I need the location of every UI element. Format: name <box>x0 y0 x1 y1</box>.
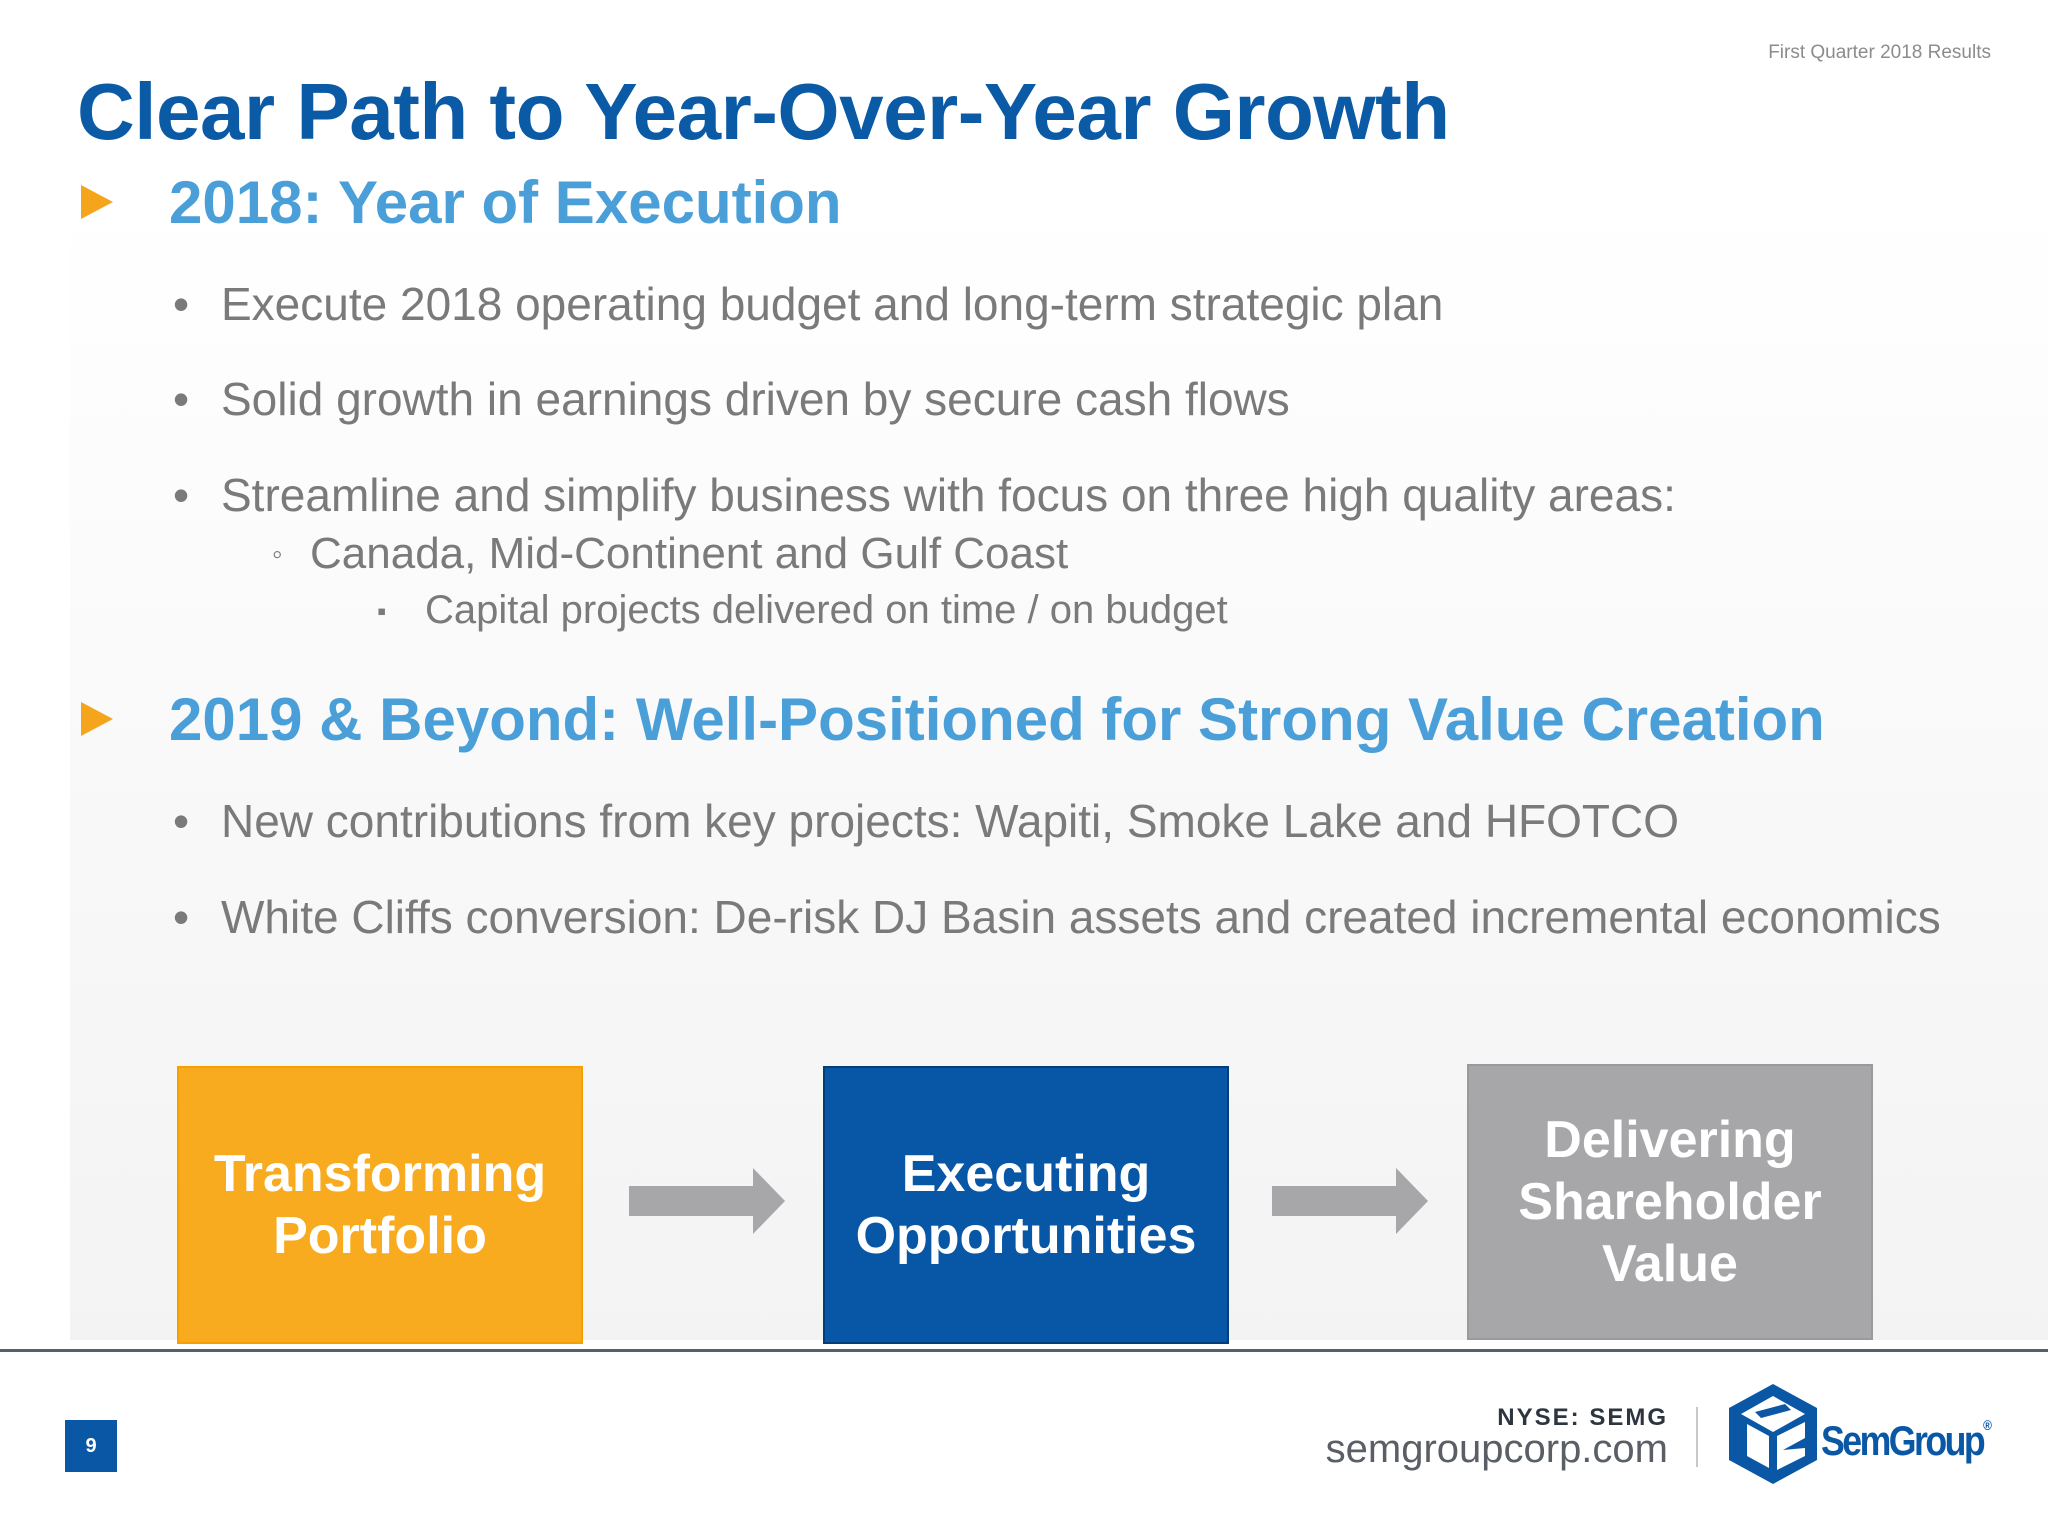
bullet-dot-icon: • <box>173 373 190 425</box>
bullet-text: Solid growth in earnings driven by secur… <box>221 373 1290 425</box>
flow-box-line: Executing <box>901 1145 1151 1203</box>
registered-mark: ® <box>1983 1417 1992 1433</box>
bullet-dot-icon: • <box>173 278 190 330</box>
right-arrow-icon <box>1272 1168 1428 1234</box>
sub-sub-bullet-text: Capital projects delivered on time / on … <box>425 588 1228 632</box>
bullet-item: • Solid growth in earnings driven by sec… <box>173 372 1290 426</box>
flow-box-line: Portfolio <box>273 1207 487 1265</box>
sub-bullet-text: Canada, Mid-Continent and Gulf Coast <box>310 529 1069 578</box>
page-title: Clear Path to Year-Over-Year Growth <box>77 67 1450 156</box>
right-arrow-icon <box>629 1168 785 1234</box>
flow-box-line: Delivering <box>1544 1111 1796 1169</box>
bullet-text: Streamline and simplify business with fo… <box>221 469 1676 521</box>
section-title-2019: 2019 & Beyond: Well-Positioned for Stron… <box>169 686 1825 753</box>
triangle-bullet-icon <box>81 702 113 736</box>
flow-box-line: Transforming <box>213 1145 547 1203</box>
flow-box-line: Opportunities <box>855 1207 1197 1265</box>
stock-ticker: NYSE: SEMG <box>1497 1404 1668 1431</box>
flow-box-transforming-portfolio: Transforming Portfolio <box>177 1066 583 1344</box>
square-bullet-icon: ▪ <box>377 596 387 626</box>
flow-box-line: Shareholder <box>1518 1173 1822 1231</box>
footer-divider <box>0 1349 2048 1352</box>
page-number: 9 <box>65 1420 117 1472</box>
sub-bullet-item: ◦ Canada, Mid-Continent and Gulf Coast <box>272 529 1069 579</box>
bullet-item: • Streamline and simplify business with … <box>173 468 1676 522</box>
report-label: First Quarter 2018 Results <box>1768 42 1991 63</box>
bullet-item: • Execute 2018 operating budget and long… <box>173 277 1444 331</box>
bullet-dot-icon: • <box>173 891 190 943</box>
footer-separator <box>1696 1407 1698 1467</box>
sub-sub-bullet-item: ▪ Capital projects delivered on time / o… <box>377 588 1228 633</box>
triangle-bullet-icon <box>81 185 113 219</box>
bullet-dot-icon: • <box>173 795 190 847</box>
hollow-bullet-icon: ◦ <box>272 538 283 571</box>
bullet-dot-icon: • <box>173 469 190 521</box>
bullet-text: Execute 2018 operating budget and long-t… <box>221 278 1444 330</box>
bullet-text: New contributions from key projects: Wap… <box>221 795 1680 847</box>
website-link[interactable]: semgroupcorp.com <box>1325 1427 1668 1471</box>
logo-wordmark: SemGroup <box>1821 1417 1986 1464</box>
flow-box-executing-opportunities: Executing Opportunities <box>823 1066 1229 1344</box>
flow-box-line: Value <box>1602 1235 1738 1293</box>
bullet-text: White Cliffs conversion: De-risk DJ Basi… <box>221 891 1941 943</box>
semgroup-logo-text: SemGroup® <box>1821 1417 1992 1465</box>
semgroup-cube-icon <box>1729 1384 1817 1484</box>
flow-box-delivering-shareholder-value: Delivering Shareholder Value <box>1467 1064 1873 1340</box>
bullet-item: • New contributions from key projects: W… <box>173 794 1680 848</box>
section-title-2018: 2018: Year of Execution <box>169 169 842 236</box>
bullet-item: • White Cliffs conversion: De-risk DJ Ba… <box>173 890 1941 944</box>
